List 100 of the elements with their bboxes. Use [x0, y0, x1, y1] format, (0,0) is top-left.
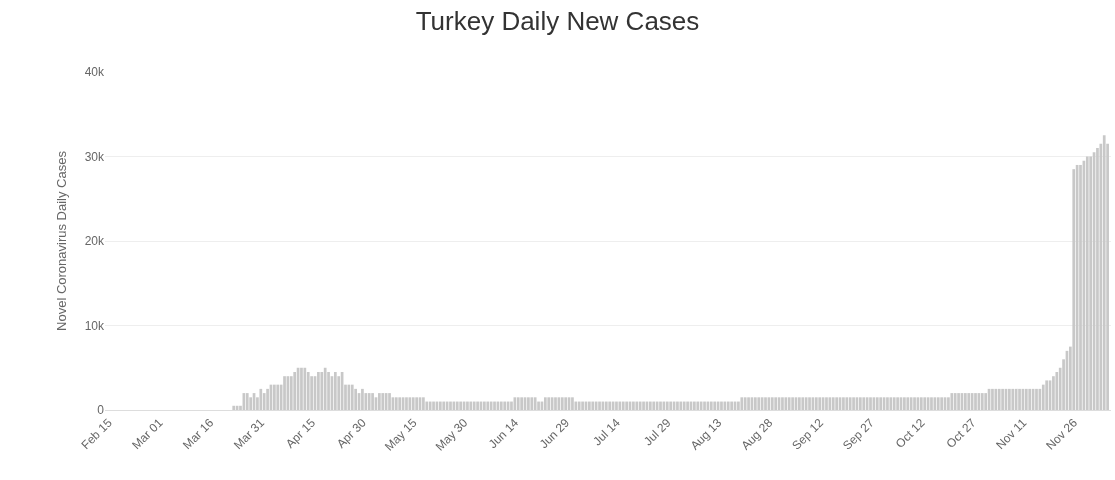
bar — [953, 393, 957, 410]
bar — [909, 397, 913, 410]
x-tick-label: Jul 14 — [590, 415, 624, 449]
bar — [533, 397, 537, 410]
bar — [1011, 388, 1015, 410]
bar — [303, 367, 307, 410]
bar — [679, 401, 683, 410]
bar — [571, 397, 574, 410]
bar — [520, 397, 523, 410]
bar — [486, 401, 490, 410]
bar — [743, 397, 747, 410]
bar — [354, 388, 358, 410]
bar — [361, 388, 364, 410]
bar — [950, 393, 954, 410]
bar — [320, 371, 324, 410]
x-tick-label: Aug 13 — [687, 415, 725, 453]
bar — [638, 401, 642, 410]
x-tick-label: Feb 15 — [78, 415, 115, 453]
x-tick-label: Aug 28 — [738, 415, 776, 453]
bar — [1045, 380, 1048, 410]
bar — [642, 401, 645, 410]
x-tick-label: Apr 15 — [283, 415, 319, 451]
bar — [273, 384, 276, 410]
bar — [747, 397, 750, 410]
x-tick-label: Jun 14 — [485, 415, 522, 452]
bar — [259, 388, 263, 410]
x-tick-label: May 15 — [381, 415, 420, 454]
bar — [997, 388, 1001, 410]
bar — [530, 397, 534, 410]
x-tick-label: Mar 31 — [230, 415, 268, 453]
bar — [411, 397, 415, 410]
bar — [588, 401, 591, 410]
x-tick-label: Jul 29 — [641, 415, 674, 449]
bar — [903, 397, 906, 410]
bar — [798, 397, 801, 410]
bar — [1018, 388, 1021, 410]
bar — [577, 401, 581, 410]
bar — [804, 397, 808, 410]
y-tick-label: 20k — [84, 234, 105, 249]
bar — [367, 393, 371, 410]
bar — [472, 401, 476, 410]
bar — [1102, 135, 1106, 410]
x-tick-label: Nov 11 — [993, 415, 1030, 453]
bar — [991, 388, 994, 410]
bar — [574, 401, 578, 410]
bar — [787, 397, 791, 410]
bar — [835, 397, 838, 410]
bar — [249, 397, 252, 410]
bar — [842, 397, 845, 410]
bar — [740, 397, 744, 410]
bar — [489, 401, 493, 410]
bar — [696, 401, 700, 410]
bar — [635, 401, 639, 410]
x-tick-label: Mar 01 — [129, 415, 166, 453]
bar — [310, 376, 313, 410]
x-tick-label: Oct 12 — [892, 415, 928, 451]
bar — [889, 397, 893, 410]
bar — [425, 401, 429, 410]
bar — [699, 401, 703, 410]
y-axis-title: Novel Coronavirus Daily Cases — [53, 150, 69, 331]
bar — [527, 397, 530, 410]
bar — [422, 397, 425, 410]
bar — [693, 401, 696, 410]
bar — [886, 397, 889, 410]
x-tick-label: May 30 — [432, 415, 471, 454]
bar — [1085, 156, 1089, 410]
bar — [432, 401, 435, 410]
bar — [1089, 156, 1093, 410]
bar — [483, 401, 486, 410]
bar — [293, 371, 297, 410]
bar — [1072, 169, 1076, 410]
bar — [594, 401, 598, 410]
y-tick-label: 40k — [84, 65, 105, 80]
bar — [892, 397, 896, 410]
bar — [625, 401, 628, 410]
bar — [266, 388, 269, 410]
bar — [415, 397, 418, 410]
bar — [845, 397, 849, 410]
bar — [1001, 388, 1004, 410]
bar — [469, 401, 473, 410]
bar — [791, 397, 794, 410]
bar — [801, 397, 805, 410]
bar — [364, 393, 368, 410]
y-tick-label: 30k — [84, 149, 105, 164]
bar — [984, 393, 988, 410]
bar — [1041, 384, 1045, 410]
x-tick-label: Jun 29 — [536, 415, 573, 452]
bar — [994, 388, 998, 410]
x-tick-label: Apr 30 — [333, 415, 370, 451]
chart-title: Turkey Daily New Cases — [415, 6, 700, 37]
bar — [896, 397, 899, 410]
bar — [543, 397, 547, 410]
bar — [337, 376, 341, 410]
bar — [378, 393, 381, 410]
bar — [1052, 376, 1055, 410]
bar — [957, 393, 960, 410]
bar — [262, 393, 266, 410]
bar — [1008, 388, 1011, 410]
bar — [591, 401, 595, 410]
bar — [682, 401, 686, 410]
